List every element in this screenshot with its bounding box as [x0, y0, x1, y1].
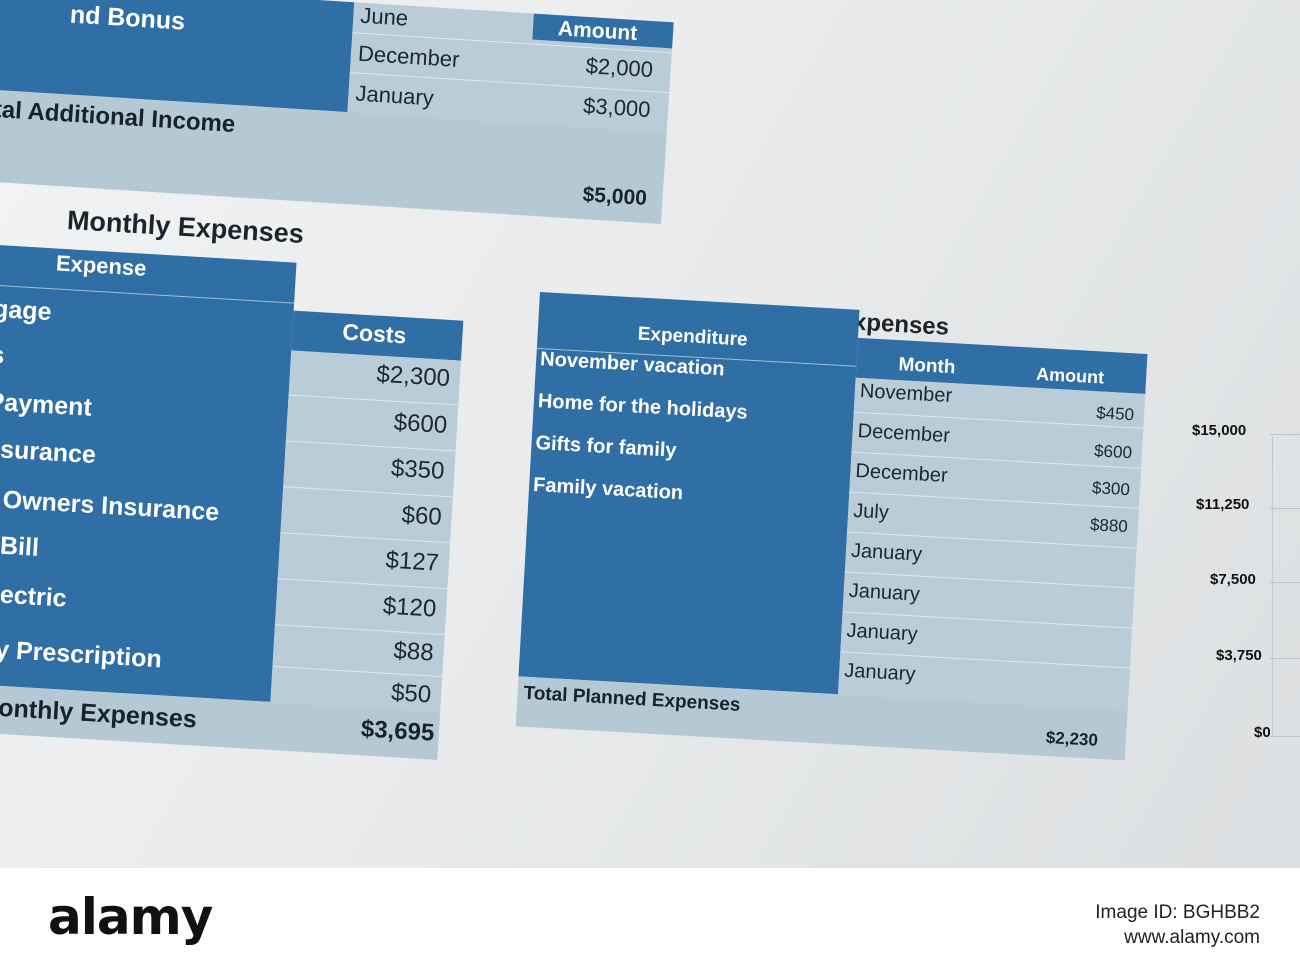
axis-gridline [1270, 508, 1300, 509]
income-amount-3: $3,000 [582, 92, 652, 123]
monthly-row-7-name: Electric [0, 579, 68, 613]
planned-month-5: January [850, 539, 923, 566]
income-month-1: June [359, 2, 409, 31]
axis-tick-2: $11,250 [1196, 496, 1250, 513]
monthly-row-3-name: Payment [0, 387, 93, 422]
monthly-costs-header: Costs [341, 318, 408, 349]
planned-month-6: January [848, 579, 921, 606]
income-label: nd Bonus [69, 0, 186, 36]
axis-tick-4: $3,750 [1216, 647, 1262, 664]
axis-tick-3: $7,500 [1210, 571, 1256, 588]
axis-gridline [1270, 434, 1300, 435]
axis-tick-1: $15,000 [1192, 422, 1247, 439]
planned-month-8: January [843, 659, 917, 686]
planned-total-value: $2,230 [1045, 727, 1099, 750]
income-amount-header: Amount [557, 17, 638, 46]
planned-month-header: Month [897, 354, 956, 379]
planned-total-label: Total Planned Expenses [522, 682, 741, 716]
axis-gridline [1270, 658, 1300, 659]
image-id: Image ID: BGHBB2 [1095, 902, 1260, 923]
monthly-total-label: Monthly Expenses [0, 692, 198, 734]
site-url: www.alamy.com [1124, 927, 1260, 948]
axis-tick-5: $0 [1254, 724, 1271, 741]
monthly-expense-header: Expense [55, 250, 148, 281]
brand-logo: alamy [48, 888, 213, 946]
chart-area [1272, 437, 1300, 737]
monthly-total-value: $3,695 [360, 715, 436, 747]
spreadsheet-screen: nd Bonus Amount June December January $2… [0, 0, 1300, 868]
income-month-3: January [354, 80, 435, 111]
monthly-row-6-name: e Bill [0, 530, 40, 562]
income-total-value: $5,000 [581, 183, 648, 211]
image-reference: Image ID: BGHBB2 www.alamy.com [1095, 900, 1260, 950]
monthly-expenses-table: Costs Expense gage s Payment nsurance e … [0, 195, 484, 763]
planned-month-7: January [845, 619, 919, 646]
income-total-label: tal Additional Income [0, 95, 237, 139]
monthly-row-1-name: gage [0, 294, 53, 327]
footer-strip [0, 868, 1300, 960]
planned-amount-header: Amount [1035, 363, 1105, 388]
axis-gridline [1270, 582, 1300, 583]
planned-expenses-table: Expenditure Month Amount November vacati… [515, 292, 1169, 766]
additional-income-table: nd Bonus Amount June December January $2… [0, 0, 679, 232]
planned-month-4: July [852, 499, 890, 524]
income-amount-2: $2,000 [585, 52, 654, 83]
monthly-row-4-name: nsurance [0, 434, 97, 470]
axis-gridline [1270, 736, 1300, 737]
